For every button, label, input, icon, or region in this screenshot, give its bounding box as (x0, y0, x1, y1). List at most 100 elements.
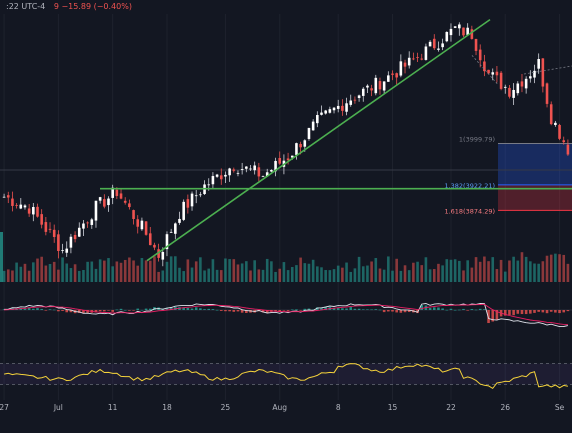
volume-bar (541, 261, 545, 282)
candle-body (520, 81, 524, 87)
candle (458, 22, 461, 36)
candle (232, 167, 236, 173)
candle-body (370, 88, 373, 91)
candle-body (15, 205, 18, 206)
candle-body (470, 29, 474, 39)
volume-bar (253, 260, 256, 282)
candle-body (19, 204, 23, 209)
macd-histogram-bar (407, 310, 411, 313)
volume-bar (40, 256, 43, 282)
volume-bar (169, 256, 173, 282)
macd-histogram-bar (119, 308, 123, 310)
candle-body (391, 73, 394, 75)
macd-histogram-bar (115, 309, 119, 311)
macd-histogram-bar (32, 308, 35, 310)
price-change: 9 −15.89 (−0.40%) (53, 2, 132, 11)
candle-body (157, 249, 160, 258)
volume-bar (232, 259, 236, 282)
candle (128, 199, 131, 210)
volume-bar (240, 263, 244, 282)
macd-histogram-bar (478, 308, 482, 310)
projection-line (523, 65, 572, 75)
volume-bar (115, 261, 119, 282)
macd-histogram-bar (516, 310, 520, 314)
x-tick-label: Se (555, 403, 565, 412)
candle-body (215, 174, 219, 177)
macd-line (4, 302, 568, 328)
candle-body (516, 83, 520, 94)
volume-bar (449, 259, 453, 282)
macd-histogram-bar (462, 308, 465, 310)
candle (169, 228, 173, 233)
candle (295, 142, 298, 160)
candle (61, 243, 64, 254)
candle-body (190, 193, 194, 207)
volume-bar (245, 261, 248, 282)
macd-histogram-bar (194, 307, 198, 310)
candle-body (424, 46, 428, 60)
candle-body (316, 115, 319, 124)
candle (27, 203, 31, 217)
candle-body (107, 198, 110, 206)
candle (345, 97, 348, 116)
macd-histogram-bar (103, 310, 106, 312)
macd-histogram-bar (65, 310, 69, 313)
candle-body (357, 95, 361, 99)
candle (278, 151, 282, 165)
macd-histogram-bar (336, 307, 340, 310)
candle (529, 70, 532, 83)
candle (441, 38, 444, 51)
macd-histogram-bar (537, 310, 540, 312)
candle (541, 58, 545, 93)
volume-bar (265, 258, 269, 282)
candle-body (2, 196, 6, 198)
macd-histogram-bar (491, 310, 495, 322)
candle-body (458, 24, 461, 29)
candle (533, 64, 536, 84)
candle-body (249, 168, 252, 170)
candle-body (428, 41, 432, 47)
candle (270, 169, 273, 173)
candle-body (57, 234, 60, 251)
volume-bar (466, 260, 469, 282)
candle-body (353, 99, 357, 101)
candle (245, 166, 248, 173)
macd-histogram-bar (483, 309, 486, 310)
projection-line (471, 55, 499, 85)
candle (416, 52, 419, 62)
macd-histogram-bar (524, 310, 528, 315)
candle (566, 139, 570, 156)
candle-body (265, 172, 269, 177)
volume-bar (207, 268, 211, 282)
volume-bar (165, 261, 169, 282)
macd-histogram-bar (128, 310, 131, 311)
candle-body (562, 140, 566, 143)
candle-body (52, 229, 56, 237)
volume-bar (453, 259, 457, 282)
volume-bar (487, 261, 490, 282)
candle (562, 136, 566, 145)
volume-bar (407, 270, 411, 282)
candle-body (199, 194, 202, 196)
macd-signal-line (4, 303, 568, 326)
macd-histogram-bar (562, 310, 566, 313)
candle-body (82, 223, 85, 229)
candle-body (153, 244, 156, 248)
volume-bar (211, 259, 215, 282)
candle (407, 51, 411, 69)
candle-body (61, 250, 64, 251)
candle (144, 221, 148, 236)
candle-body (115, 189, 119, 196)
candle-body (295, 143, 298, 155)
volume-bar (77, 270, 81, 282)
candle (370, 84, 373, 97)
x-tick-label: 11 (108, 403, 118, 412)
volume-bar (524, 256, 528, 282)
candle-body (261, 176, 265, 178)
macd-histogram-bar (529, 310, 532, 314)
volume-bar (36, 258, 39, 282)
volume-bar (228, 259, 231, 282)
volume-bar (11, 270, 14, 282)
volume-bar (73, 264, 77, 282)
